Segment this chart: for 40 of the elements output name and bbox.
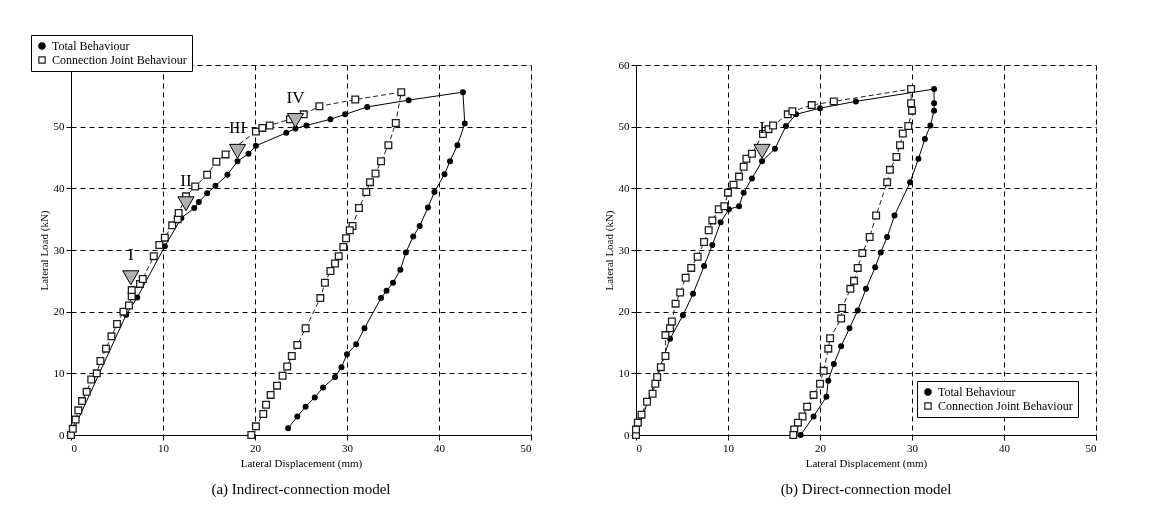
x-tick-label: 0 (71, 441, 78, 454)
x-tick-label: 30 (342, 441, 354, 454)
legend-label: Connection Joint Behaviour (52, 53, 187, 67)
y-tick-label: 30 (618, 243, 630, 256)
legend-label: Total Behaviour (52, 39, 130, 53)
legend-label: Total Behaviour (938, 385, 1016, 399)
y-tick-label: 10 (53, 366, 65, 379)
annotation: III (229, 118, 247, 138)
y-tick-label: 40 (53, 181, 65, 194)
legend-label: Connection Joint Behaviour (938, 399, 1073, 413)
x-tick-label: 30 (907, 441, 919, 454)
x-tick-label: 20 (815, 441, 827, 454)
x-tick-label: 10 (723, 441, 735, 454)
x-axis-title: Lateral Displacement (mm) (805, 456, 928, 470)
x-tick-label: 20 (250, 441, 262, 454)
y-tick-label: 20 (618, 305, 630, 318)
annotation: IV (286, 87, 306, 107)
y-tick-label: 40 (618, 181, 630, 194)
x-tick-label: 10 (158, 441, 170, 454)
x-tick-label: 50 (520, 441, 532, 454)
y-tick-label: 30 (53, 243, 65, 256)
y-tick-label: 10 (618, 366, 630, 379)
y-tick-label: 50 (53, 120, 65, 133)
annotation: II (180, 170, 192, 190)
x-tick-label: 50 (1085, 441, 1097, 454)
y-tick-label: 20 (53, 305, 65, 318)
text: (b) Direct-connection model (780, 481, 952, 498)
annotation: I (127, 244, 134, 264)
text: (a) Indirect-connection model (211, 481, 391, 498)
y-tick-label: 0 (624, 428, 630, 441)
y-tick-label: 0 (59, 428, 65, 441)
x-tick-label: 40 (999, 441, 1011, 454)
y-axis-title: Lateral Load (kN) (602, 210, 616, 291)
x-tick-label: 40 (434, 441, 446, 454)
x-axis-title: Lateral Displacement (mm) (240, 456, 363, 470)
y-axis-title: Lateral Load (kN) (37, 210, 51, 291)
x-tick-label: 0 (636, 441, 643, 454)
y-tick-label: 50 (618, 120, 630, 133)
annotation: I (759, 118, 766, 138)
y-tick-label: 60 (618, 58, 630, 71)
